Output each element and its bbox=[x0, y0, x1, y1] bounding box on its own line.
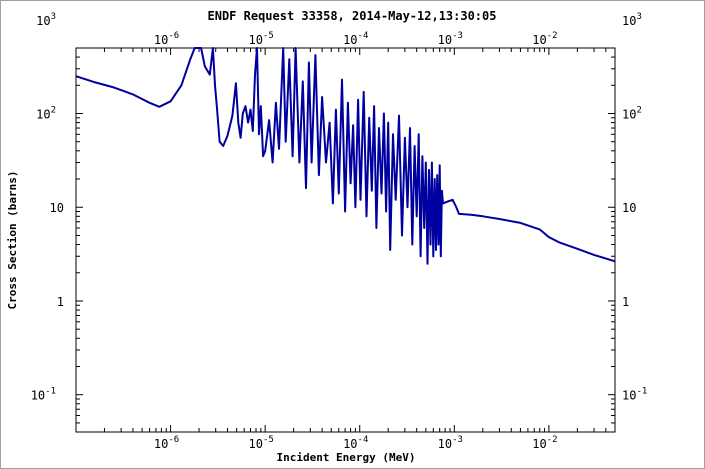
y-tick-label: 10 bbox=[622, 201, 636, 215]
x-axis-label: Incident Energy (MeV) bbox=[276, 451, 415, 464]
x-tick-label: 10-5 bbox=[249, 31, 274, 47]
x-tick-label: 10-2 bbox=[532, 435, 557, 451]
x-tick-label: 10-6 bbox=[154, 435, 179, 451]
y-tick-label: 10-1 bbox=[622, 387, 647, 403]
x-tick-label: 10-5 bbox=[249, 435, 274, 451]
y-tick-label: 103 bbox=[622, 12, 642, 28]
y-tick-label: 103 bbox=[36, 12, 56, 28]
y-tick-label: 10 bbox=[50, 201, 64, 215]
chart-title: ENDF Request 33358, 2014-May-12,13:30:05 bbox=[208, 9, 497, 23]
y-tick-label: 1 bbox=[622, 295, 629, 309]
x-tick-label: 10-3 bbox=[438, 31, 463, 47]
x-tick-labels-top: 10-6 10-5 10-4 10-3 10-2 bbox=[154, 31, 558, 47]
axis-ticks bbox=[75, 47, 616, 433]
cross-section-line bbox=[75, 47, 616, 265]
y-tick-label: 10-1 bbox=[31, 387, 56, 403]
x-tick-label: 10-4 bbox=[343, 31, 368, 47]
y-tick-labels-right: 10-1 1 10 102 103 bbox=[622, 12, 647, 403]
y-tick-label: 1 bbox=[57, 295, 64, 309]
x-tick-label: 10-6 bbox=[154, 31, 179, 47]
x-tick-labels-bottom: 10-6 10-5 10-4 10-3 10-2 bbox=[154, 435, 558, 451]
y-tick-labels-left: 10-1 1 10 102 103 bbox=[31, 12, 64, 403]
x-tick-label: 10-3 bbox=[438, 435, 463, 451]
y-tick-label: 102 bbox=[622, 106, 642, 122]
y-tick-label: 102 bbox=[36, 106, 56, 122]
x-tick-label: 10-4 bbox=[343, 435, 368, 451]
y-axis-label: Cross Section (barns) bbox=[6, 170, 19, 309]
x-tick-label: 10-2 bbox=[532, 31, 557, 47]
